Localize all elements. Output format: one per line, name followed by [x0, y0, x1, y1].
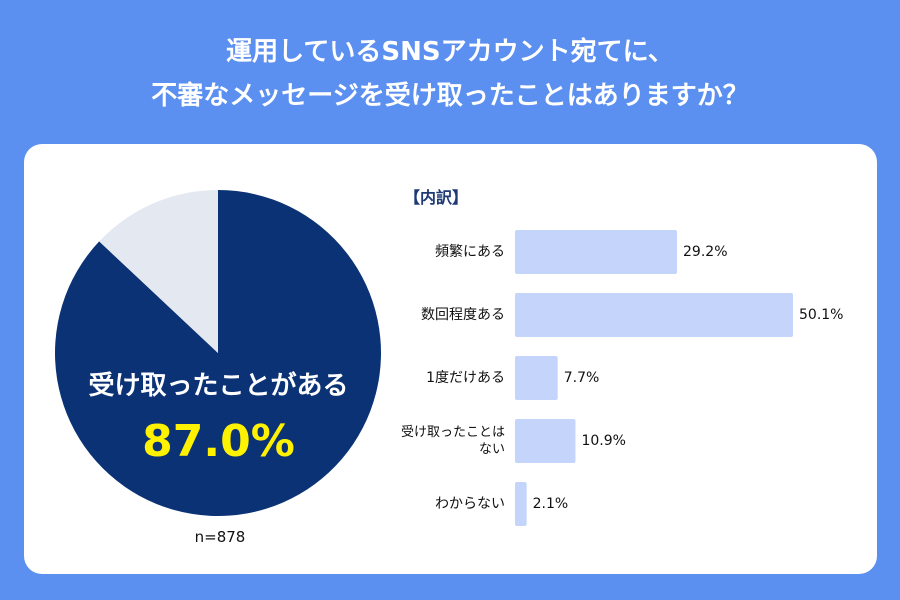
bar-category-label: 1度だけある — [426, 370, 505, 386]
pie-slice-0 — [54, 190, 381, 517]
bar-category-label: 頻繁にある — [435, 244, 505, 260]
pie-slice-1 — [99, 190, 218, 353]
bar-value-label: 10.9% — [581, 433, 626, 449]
bar-category-label: 受け取ったことは ない — [400, 425, 505, 457]
title-line-2: 不審なメッセージを受け取ったことはありますか？ — [151, 81, 749, 111]
bar-3 — [515, 419, 576, 463]
bar-2 — [515, 356, 558, 400]
breakdown-title: 【内訳】 — [404, 188, 469, 207]
bar-value-label: 50.1% — [799, 307, 844, 323]
bar-category-label: わからない — [435, 496, 505, 512]
bar-value-label: 29.2% — [683, 244, 728, 260]
bar-value-label: 2.1% — [532, 496, 569, 512]
pie-highlight-value: 87.0% — [142, 416, 295, 467]
bar-1 — [515, 293, 793, 337]
bar-value-label: 7.7% — [563, 370, 600, 386]
bar-category-label: 数回程度ある — [421, 307, 505, 323]
bar-4 — [515, 482, 527, 526]
pie-highlight-label: 受け取ったことがある — [88, 371, 349, 401]
chart-title: 運用しているSNSアカウント宛てに、 不審なメッセージを受け取ったことはあります… — [0, 30, 900, 118]
bar-0 — [515, 230, 678, 274]
title-line-1: 運用しているSNSアカウント宛てに、 — [226, 37, 674, 67]
sample-size-label: n=878 — [194, 528, 246, 546]
